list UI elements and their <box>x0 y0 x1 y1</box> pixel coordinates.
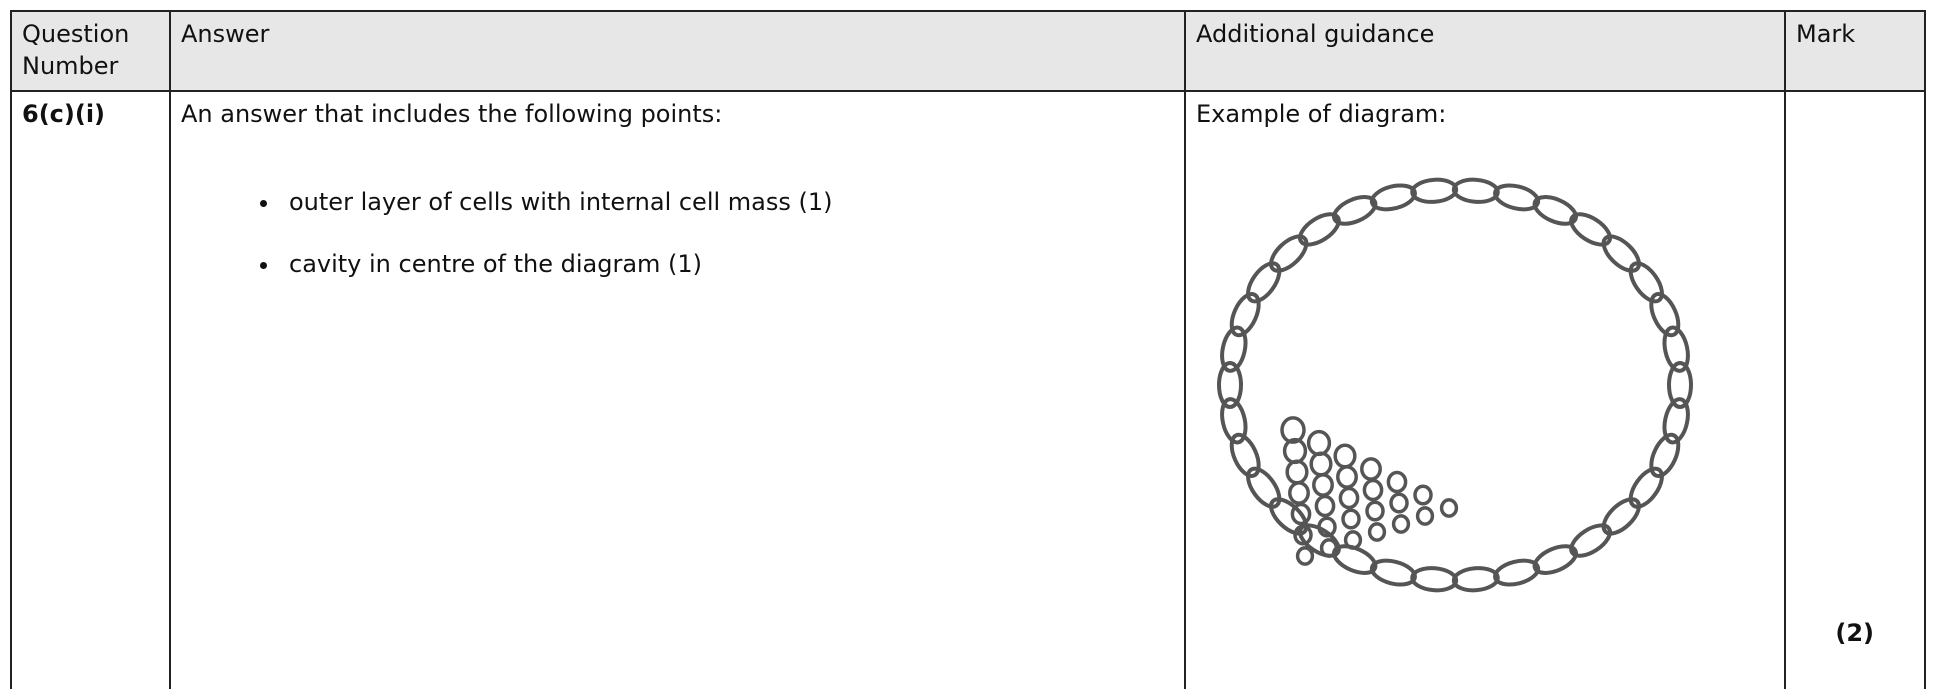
point: outer layer of cells with internal cell … <box>281 186 1174 218</box>
mark-scheme-table: Question Number Answer Additional guidan… <box>10 10 1926 689</box>
guidance-text: Example of diagram: <box>1196 100 1447 128</box>
cell <box>1333 443 1357 469</box>
cell <box>1312 473 1334 497</box>
answer-row: 6(c)(i) An answer that includes the foll… <box>10 90 1926 689</box>
blastocyst-diagram <box>1217 177 1693 593</box>
answer-cell: An answer that includes the following po… <box>169 90 1186 689</box>
cell <box>1369 183 1417 212</box>
cell <box>1360 457 1382 481</box>
cell <box>1667 361 1693 409</box>
cell <box>1295 546 1315 566</box>
cell <box>1628 261 1664 304</box>
cell <box>1229 432 1261 478</box>
cell <box>1269 497 1309 536</box>
cell <box>1391 514 1411 534</box>
cell <box>1290 502 1312 526</box>
point: cavity in centre of the diagram (1) <box>281 248 1174 280</box>
cell <box>1229 292 1261 338</box>
cell <box>1246 466 1282 509</box>
cell <box>1365 500 1385 522</box>
mark: (2) <box>1835 619 1874 647</box>
cell <box>1569 523 1612 558</box>
cell <box>1314 494 1336 518</box>
cell <box>1362 478 1384 502</box>
cell <box>1569 212 1612 247</box>
cell <box>1217 361 1243 409</box>
cell <box>1369 558 1417 587</box>
cell <box>1662 325 1690 373</box>
cell <box>1628 466 1664 509</box>
cell <box>1367 522 1387 542</box>
question-number: 6(c)(i) <box>10 90 171 689</box>
cell <box>1649 292 1681 338</box>
header-row: Question Number Answer Additional guidan… <box>10 10 1926 92</box>
cell <box>1532 544 1578 575</box>
header-cell: Mark <box>1784 10 1926 92</box>
cell <box>1317 516 1337 538</box>
cell <box>1662 397 1690 445</box>
cell <box>1386 470 1408 494</box>
cell <box>1306 429 1332 457</box>
cell <box>1410 566 1459 593</box>
cell <box>1246 261 1282 304</box>
cell <box>1338 486 1360 510</box>
cell <box>1319 538 1339 558</box>
cell <box>1601 234 1641 273</box>
cell <box>1649 432 1681 478</box>
cell <box>1439 498 1459 518</box>
cell <box>1298 523 1341 558</box>
header-cell: Additional guidance <box>1184 10 1786 92</box>
cell <box>1285 459 1309 485</box>
cell <box>1343 530 1363 550</box>
cell <box>1493 558 1541 587</box>
header-cell: Answer <box>169 10 1186 92</box>
cell <box>1601 497 1641 536</box>
cell <box>1451 177 1500 204</box>
cell <box>1415 506 1435 526</box>
cell <box>1288 481 1310 505</box>
cell <box>1413 484 1433 506</box>
cell <box>1280 416 1306 444</box>
cell <box>1532 195 1578 226</box>
cell <box>1389 492 1409 514</box>
cell <box>1493 183 1541 212</box>
cell <box>1220 397 1248 445</box>
cell <box>1451 566 1500 593</box>
cell <box>1269 234 1309 273</box>
header-cell: Question Number <box>10 10 171 92</box>
cell <box>1332 195 1378 226</box>
cell <box>1410 177 1459 204</box>
mark-cell: (2) <box>1784 90 1926 689</box>
cell <box>1293 524 1313 546</box>
cell <box>1309 451 1333 477</box>
answer-intro: An answer that includes the following po… <box>181 100 723 128</box>
points: outer layer of cells with internal cell … <box>181 186 1174 280</box>
cell <box>1220 325 1248 373</box>
cell <box>1336 465 1358 489</box>
cell <box>1341 508 1361 530</box>
cell <box>1298 212 1341 247</box>
